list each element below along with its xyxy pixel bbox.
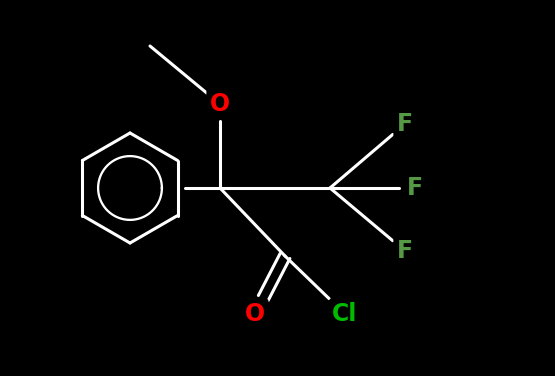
Text: O: O [245,302,265,326]
Text: O: O [210,92,230,116]
Text: F: F [407,176,423,200]
Text: F: F [397,112,413,136]
Text: Cl: Cl [332,302,357,326]
Text: F: F [397,239,413,263]
